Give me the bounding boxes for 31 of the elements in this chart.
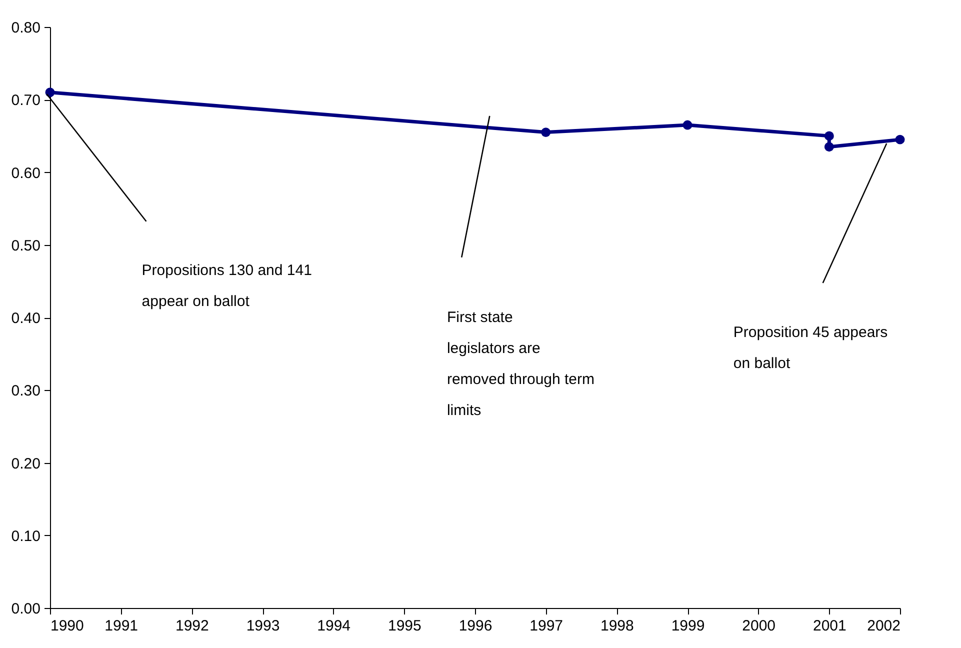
y-tick-label: 0.70 [11,92,40,110]
point [895,134,905,144]
x-tick-label: 1999 [671,618,705,634]
point [824,131,834,141]
x-tick-label: 2000 [742,618,776,634]
annotation: First state legislators are removed through term limits [446,309,595,420]
x-tick-label: 2002 [867,618,900,634]
y-tick-label: 0.60 [11,164,40,182]
annotation: Propositions 130 and 141 appear on ballot [142,262,312,310]
y-tick-label: 0.40 [11,310,40,327]
annotation: Proposition 45 appears on ballot [733,324,888,372]
point [824,142,834,152]
y-tick-label: 0.00 [11,600,40,618]
y-tick-label: 0.20 [11,455,40,472]
x-tick-label: 1998 [600,618,634,634]
y-tick-label: 0.30 [11,382,40,400]
y-tick-label: 0.10 [11,528,40,545]
point [45,88,55,98]
point [682,120,692,130]
x-tick-label: 1994 [317,618,351,634]
point [541,128,551,138]
x-tick-label: 1997 [530,618,564,634]
x-tick-label: 1993 [246,618,280,634]
x-tick-label: 1995 [388,618,422,634]
x-tick-label: 1991 [104,618,138,634]
x-tick-label: 1990 [50,618,84,634]
x-tick-label: 1996 [458,618,492,634]
y-tick-label: 0.80 [11,20,40,36]
x-tick-label: 1992 [175,618,209,634]
y-tick-label: 0.50 [11,237,40,254]
x-tick-label: 2001 [812,618,846,634]
